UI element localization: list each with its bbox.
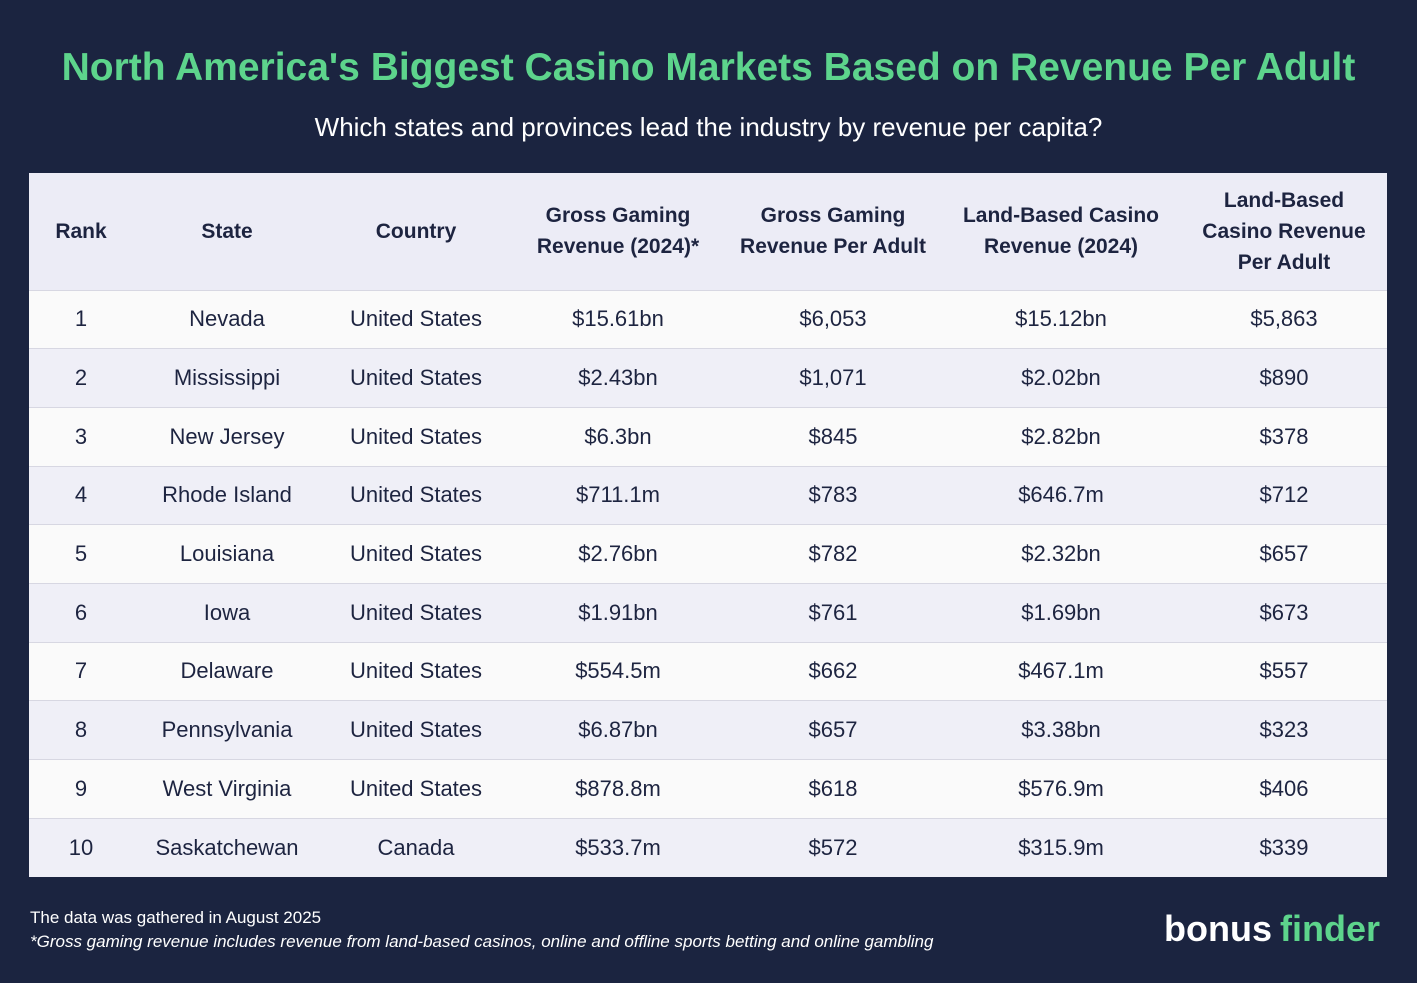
table-cell: 1 <box>29 289 133 349</box>
table-cell: 5 <box>29 524 133 584</box>
table-cell: 10 <box>29 817 133 877</box>
table-cell: 2 <box>29 348 133 408</box>
table-cell: $1,071 <box>725 348 941 408</box>
table-cell: $783 <box>725 465 941 525</box>
column-header: Land-Based Casino Revenue (2024) <box>941 173 1181 290</box>
table-cell: Delaware <box>133 641 321 701</box>
table-cell: United States <box>321 289 511 349</box>
column-header: Land-Based Casino Revenue Per Adult <box>1181 173 1387 290</box>
table-cell: Canada <box>321 817 511 877</box>
table-cell: $323 <box>1181 700 1387 760</box>
column-header: Country <box>321 173 511 290</box>
table-body: 1 Nevada United States $15.61bn $6,053 $15.12… <box>29 289 1387 877</box>
table-cell: United States <box>321 582 511 643</box>
table-header-row: Rank State Country Gross Gaming Revenue (20… <box>29 173 1387 290</box>
table-cell: West Virginia <box>133 759 321 819</box>
table-cell: Mississippi <box>133 348 321 408</box>
table-cell: 6 <box>29 582 133 643</box>
column-header: Gross Gaming Revenue Per Adult <box>725 173 941 290</box>
table-cell: $761 <box>725 582 941 643</box>
table-cell: Rhode Island <box>133 465 321 525</box>
page-subtitle: Which states and provinces lead the indu… <box>314 112 1103 142</box>
revenue-table: Rank State Country Gross Gaming Revenue (20… <box>29 173 1387 877</box>
table-cell: $673 <box>1181 582 1387 643</box>
table-cell: $15.12bn <box>941 289 1181 349</box>
table-cell: $15.61bn <box>511 289 725 349</box>
table-cell: $2.32bn <box>941 524 1181 584</box>
table-cell: $1.91bn <box>511 582 725 643</box>
table-cell: $2.43bn <box>511 348 725 408</box>
logo-text: bonus finder <box>1164 908 1380 949</box>
logo-part-bonus: bonus <box>1164 908 1272 949</box>
column-header: Rank <box>29 173 133 290</box>
table-cell: $712 <box>1181 465 1387 525</box>
table-cell: $878.8m <box>511 759 725 819</box>
table-cell: United States <box>321 524 511 584</box>
table-cell: $2.02bn <box>941 348 1181 408</box>
column-header: State <box>133 173 321 290</box>
table-cell: $2.82bn <box>941 406 1181 467</box>
table-cell: $2.76bn <box>511 524 725 584</box>
table-cell: $378 <box>1181 406 1387 467</box>
table-cell: United States <box>321 465 511 525</box>
table-cell: $3.38bn <box>941 700 1181 760</box>
table-cell: United States <box>321 348 511 408</box>
table-cell: Iowa <box>133 582 321 643</box>
table-cell: $657 <box>725 700 941 760</box>
table-cell: $646.7m <box>941 465 1181 525</box>
table-cell: United States <box>321 406 511 467</box>
table-cell: $339 <box>1181 817 1387 877</box>
table-cell: $890 <box>1181 348 1387 408</box>
page-title: North America's Biggest Casino Markets B… <box>61 46 1356 89</box>
table-cell: Pennsylvania <box>133 700 321 760</box>
table-cell: 8 <box>29 700 133 760</box>
table-row: 1 Nevada United States $15.61bn $6,053 $15.12… <box>29 289 1387 349</box>
table-cell: 9 <box>29 759 133 819</box>
table-cell: Nevada <box>133 289 321 349</box>
footnote: *Gross gaming revenue includes revenue f… <box>30 932 934 951</box>
table-row: 8 Pennsylvania United States $6.87bn $657 $3.… <box>29 700 1387 760</box>
table-cell: $576.9m <box>941 759 1181 819</box>
table-row: 2 Mississippi United States $2.43bn $1,071 $2… <box>29 348 1387 408</box>
table-cell: $6.3bn <box>511 406 725 467</box>
table-cell: 4 <box>29 465 133 525</box>
table-row: 4 Rhode Island United States $711.1m $783 $64… <box>29 465 1387 525</box>
table-cell: $5,863 <box>1181 289 1387 349</box>
table-cell: $1.69bn <box>941 582 1181 643</box>
table-cell: United States <box>321 759 511 819</box>
table-cell: $554.5m <box>511 641 725 701</box>
table-cell: United States <box>321 641 511 701</box>
table-cell: $6,053 <box>725 289 941 349</box>
table-cell: United States <box>321 700 511 760</box>
table-cell: New Jersey <box>133 406 321 467</box>
table-cell: Saskatchewan <box>133 817 321 877</box>
table-cell: $845 <box>725 406 941 467</box>
table-cell: $711.1m <box>511 465 725 525</box>
table-row: 10 Saskatchewan Canada $533.7m $572 $315.9m $3… <box>29 817 1387 877</box>
table-cell: $657 <box>1181 524 1387 584</box>
table-row: 5 Louisiana United States $2.76bn $782 $2.32b… <box>29 524 1387 584</box>
bonusfinder-logo: bonus finder <box>1164 908 1380 949</box>
table-cell: 3 <box>29 406 133 467</box>
table-cell: $662 <box>725 641 941 701</box>
table-row: 3 New Jersey United States $6.3bn $845 $2.82b… <box>29 406 1387 467</box>
table-cell: 7 <box>29 641 133 701</box>
table-cell: $572 <box>725 817 941 877</box>
table-cell: $533.7m <box>511 817 725 877</box>
table-cell: $618 <box>725 759 941 819</box>
table-cell: $467.1m <box>941 641 1181 701</box>
logo-part-finder: finder <box>1280 908 1380 949</box>
table-row: 6 Iowa United States $1.91bn $761 $1.69bn $673 <box>29 582 1387 643</box>
table-cell: $782 <box>725 524 941 584</box>
table-cell: $557 <box>1181 641 1387 701</box>
table-cell: Louisiana <box>133 524 321 584</box>
data-date-note: The data was gathered in August 2025 <box>30 908 322 927</box>
column-header: Gross Gaming Revenue (2024)* <box>511 173 725 290</box>
table-cell: $315.9m <box>941 817 1181 877</box>
table-cell: $406 <box>1181 759 1387 819</box>
table-row: 7 Delaware United States $554.5m $662 $467.1m… <box>29 641 1387 701</box>
table-cell: $6.87bn <box>511 700 725 760</box>
table-row: 9 West Virginia United States $878.8m $618 $5… <box>29 759 1387 819</box>
